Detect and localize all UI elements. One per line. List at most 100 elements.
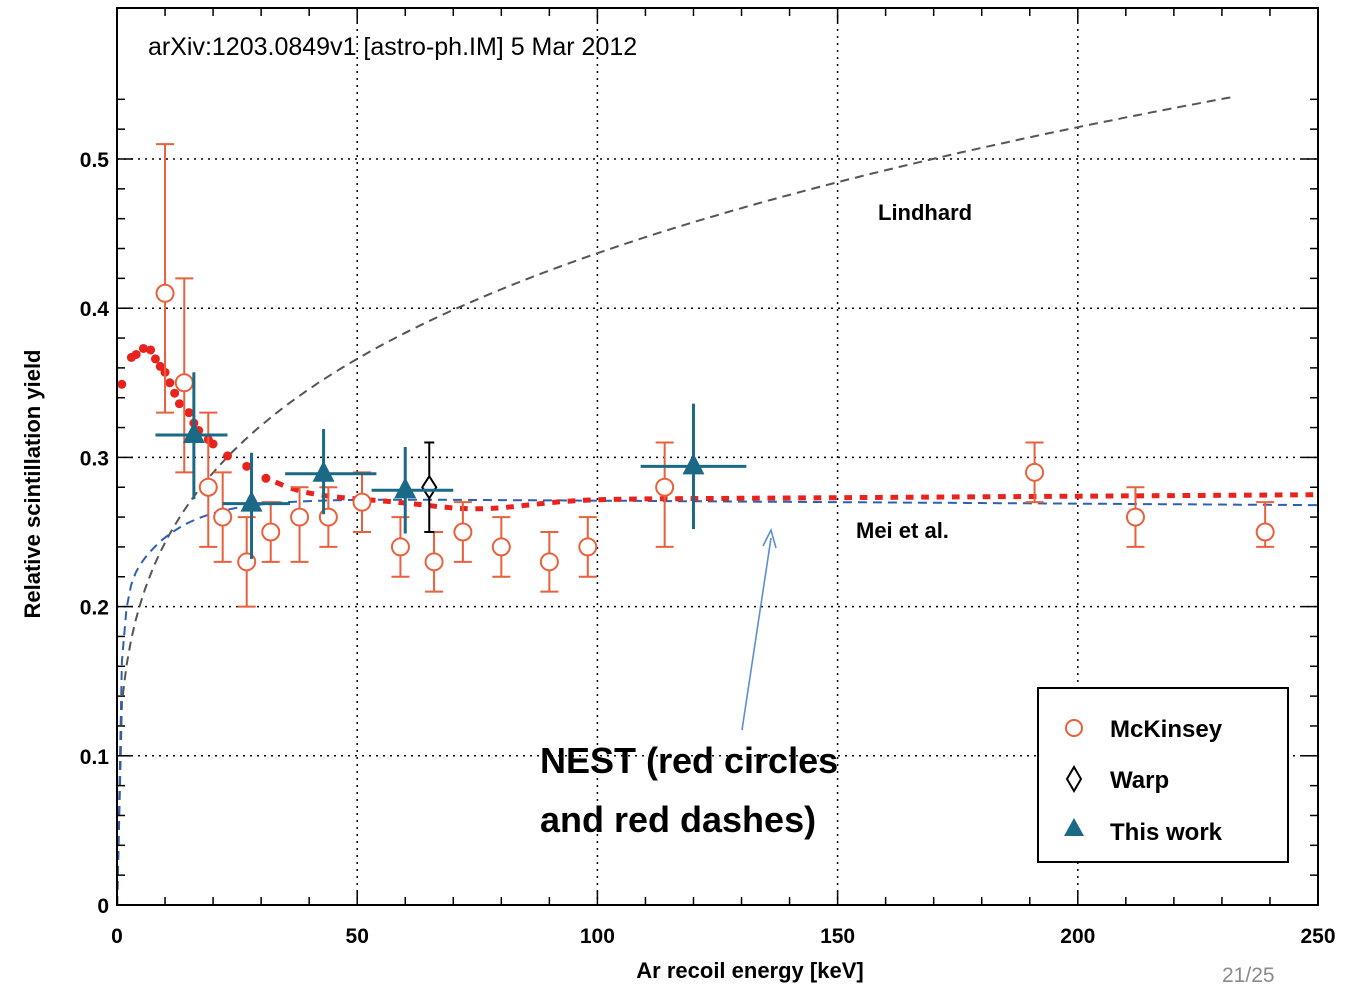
y-tick-label: 0.3 xyxy=(80,447,109,470)
nest-circle xyxy=(131,349,141,359)
thiswork-marker xyxy=(240,490,263,512)
legend: McKinsey Warp This work xyxy=(1037,687,1289,863)
data-point-open-circle xyxy=(174,277,194,474)
mckinsey-marker xyxy=(424,552,444,572)
thiswork-marker xyxy=(312,460,335,482)
data-point-open-circle xyxy=(352,471,372,533)
data-point-open-circle xyxy=(261,501,281,563)
nest-circle xyxy=(138,343,148,353)
nest-circle xyxy=(222,451,232,461)
data-point-open-circle xyxy=(1255,501,1275,548)
y-axis-label: Relative scintillation yield xyxy=(20,350,45,619)
data-point-open-circle xyxy=(424,531,444,593)
nest-dash xyxy=(274,479,285,488)
y-tick-label: 0.4 xyxy=(80,298,110,321)
nest-dash xyxy=(382,498,392,505)
data-point-open-diamond xyxy=(421,441,438,533)
nest-dash xyxy=(413,501,422,508)
x-axis-label: Ar recoil energy [keV] xyxy=(636,958,863,983)
x-tick-label: 0 xyxy=(111,925,123,948)
x-tick-label: 100 xyxy=(580,925,615,948)
data-point-filled-triangle xyxy=(155,372,228,500)
annotation-line-2: and red dashes) xyxy=(540,799,816,840)
y-tick-label: 0 xyxy=(97,895,109,918)
data-point-filled-triangle xyxy=(640,403,747,530)
data-point-filled-triangle xyxy=(285,429,377,515)
mckinsey-marker xyxy=(174,373,194,393)
thiswork-marker xyxy=(682,453,705,475)
mckinsey-marker xyxy=(578,537,598,557)
nest-circle xyxy=(155,361,165,371)
nest-circle xyxy=(117,379,127,389)
mckinsey-marker xyxy=(352,492,372,512)
nest-circle xyxy=(208,439,218,449)
legend-warp-label: Warp xyxy=(1110,767,1169,794)
tick-labels: 0 50 100 150 200 250 0 0.1 0.2 0.3 0.4 0.5 xyxy=(80,8,1336,948)
nest-circle xyxy=(261,473,271,483)
thiswork-marker xyxy=(394,477,417,499)
legend-mckinsey-marker xyxy=(1065,719,1083,737)
nest-circle xyxy=(174,399,184,409)
mckinsey-marker xyxy=(290,507,310,527)
data-point-open-circle xyxy=(1125,486,1145,548)
y-tick-label: 0.5 xyxy=(80,149,110,172)
thiswork-marker xyxy=(182,422,205,444)
mckinsey-marker xyxy=(453,522,473,542)
reference-text: arXiv:1203.0849v1 [astro-ph.IM] 5 Mar 20… xyxy=(148,33,637,61)
x-tick-label: 250 xyxy=(1300,925,1335,948)
nest-dash xyxy=(428,503,438,509)
nest-dash xyxy=(444,504,453,511)
mckinsey-marker xyxy=(1255,522,1275,542)
data-point-filled-triangle xyxy=(371,446,454,534)
nest-dash xyxy=(305,489,315,497)
mckinsey-marker xyxy=(261,522,281,542)
nest-circle xyxy=(146,345,156,355)
nest-circle xyxy=(184,408,194,418)
mckinsey-marker xyxy=(539,552,559,572)
mckinsey-marker xyxy=(213,507,233,527)
mckinsey-marker xyxy=(655,477,675,497)
nest-dash xyxy=(536,500,545,507)
data-point-open-circle xyxy=(539,531,559,593)
model-curves xyxy=(116,95,1318,906)
y-tick-label: 0.2 xyxy=(80,597,109,620)
x-tick-label: 200 xyxy=(1060,925,1095,948)
mckinsey-marker xyxy=(198,477,218,497)
mckinsey-marker xyxy=(390,537,410,557)
data-point-open-circle xyxy=(390,516,410,578)
data-point-open-circle xyxy=(1025,441,1045,504)
nest-circle xyxy=(165,378,175,388)
mckinsey-marker xyxy=(1025,462,1045,482)
x-tick-label: 50 xyxy=(346,925,369,948)
data-point-open-circle xyxy=(155,143,175,414)
annotation-arrow-head xyxy=(762,527,777,549)
nest-dash xyxy=(290,485,300,493)
legend-thiswork-marker xyxy=(1064,818,1084,836)
lindhard-label: Lindhard xyxy=(878,200,972,225)
data-point-filled-triangle xyxy=(222,452,290,559)
mckinsey-marker xyxy=(1125,507,1145,527)
nest-dash xyxy=(505,504,515,510)
plot-frame xyxy=(116,7,1319,906)
nest-dash xyxy=(552,499,561,505)
data-point-open-circle xyxy=(655,441,675,548)
grid xyxy=(117,8,1318,905)
nest-dash xyxy=(336,494,345,501)
slide-number: 21/25 xyxy=(1222,964,1275,985)
data-series xyxy=(155,143,1275,608)
mei-label: Mei et al. xyxy=(856,518,949,543)
data-point-open-circle xyxy=(290,486,310,563)
nest-points xyxy=(117,343,1314,512)
legend-warp-marker xyxy=(1065,765,1083,793)
x-tick-label: 150 xyxy=(820,925,855,948)
mckinsey-marker xyxy=(491,537,511,557)
nest-dash xyxy=(521,502,530,509)
mckinsey-marker xyxy=(155,283,175,303)
nest-circle xyxy=(170,388,180,398)
warp-marker xyxy=(421,474,438,501)
legend-thiswork-label: This work xyxy=(1110,819,1223,846)
legend-mckinsey-label: McKinsey xyxy=(1110,716,1223,743)
data-point-open-circle xyxy=(491,516,511,578)
annotation-arrow-line xyxy=(741,537,772,731)
